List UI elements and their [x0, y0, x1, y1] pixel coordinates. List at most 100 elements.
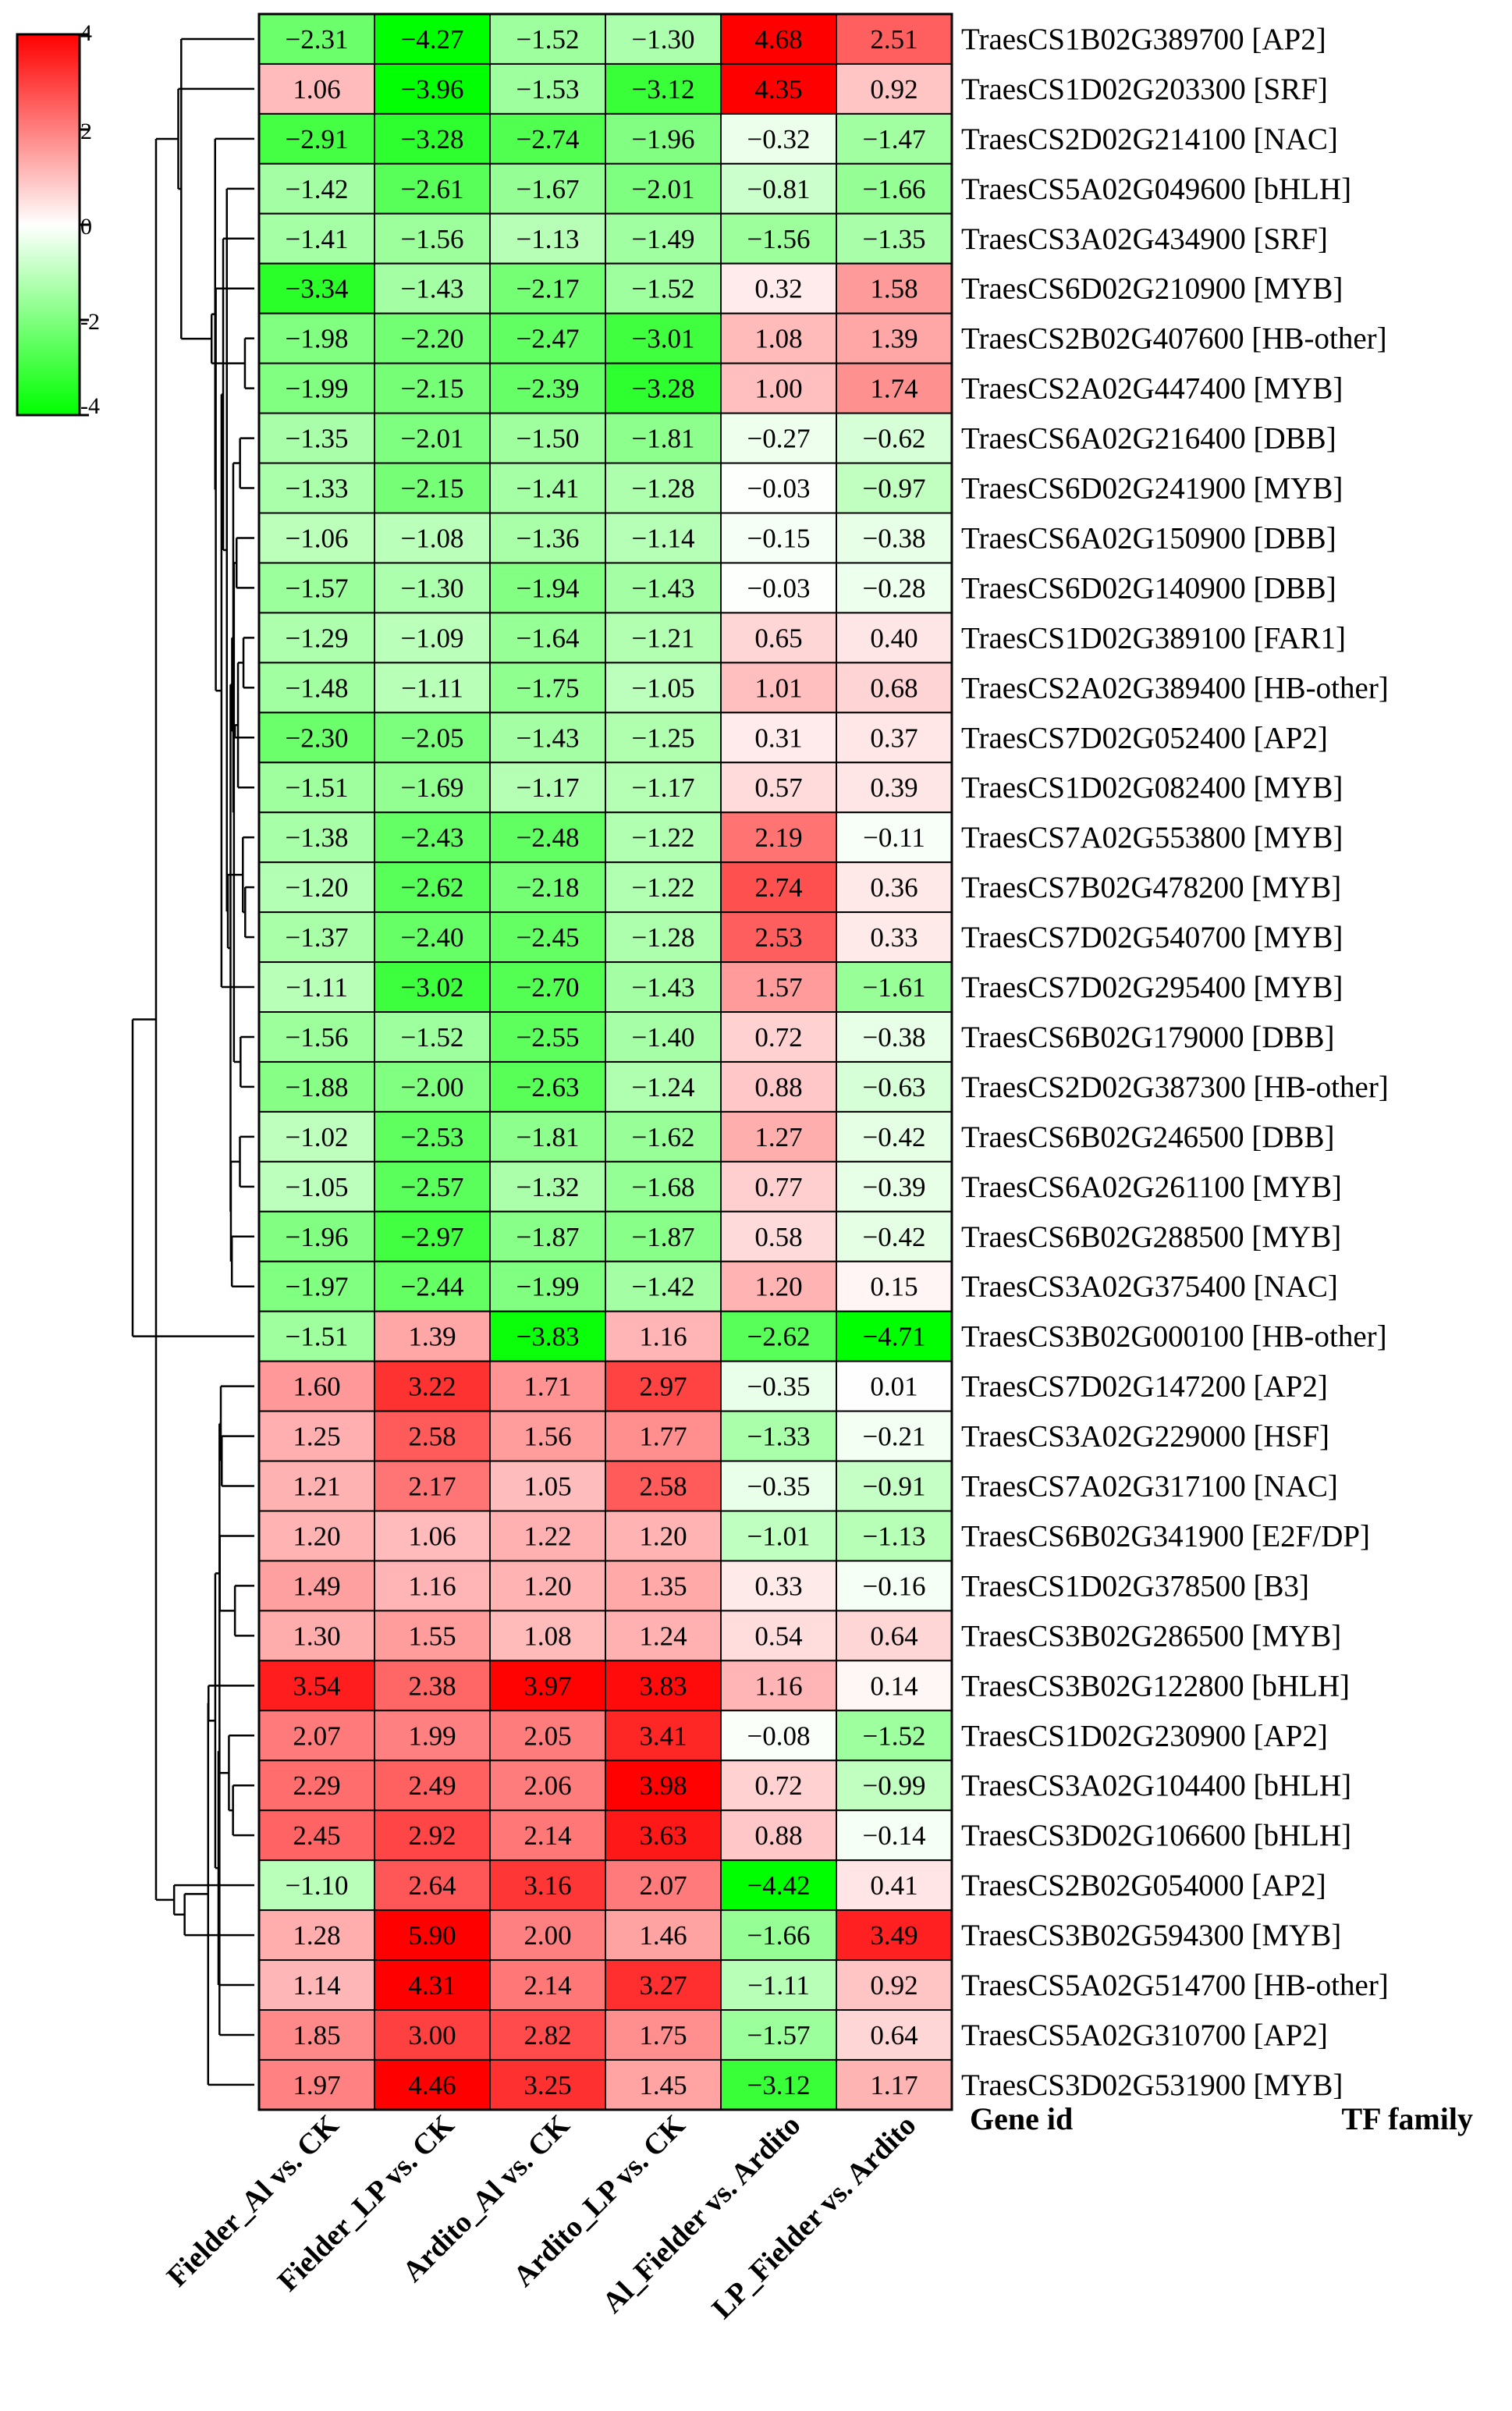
heatmap-cell — [720, 1610, 837, 1662]
heatmap-cell — [605, 1660, 722, 1712]
cell-value-label: −1.96 — [632, 124, 695, 154]
cell-value-label: 1.00 — [754, 374, 802, 404]
heatmap-cell — [489, 1060, 606, 1113]
cell-value-label: −3.28 — [401, 124, 464, 154]
cell-value-label: 3.16 — [524, 1870, 571, 1901]
cell-value-label: −1.99 — [286, 374, 349, 404]
row-label: TraesCS7D02G540700 [MYB] — [961, 921, 1343, 954]
cell-value-label: −2.44 — [401, 1272, 464, 1302]
cell-value-label: −2.53 — [401, 1122, 464, 1152]
cell-value-label: −0.35 — [747, 1372, 811, 1402]
cell-value-label: −1.10 — [286, 1870, 349, 1901]
row-label: TraesCS2B02G407600 [HB-other] — [961, 322, 1387, 356]
heatmap-border — [257, 12, 953, 2111]
cell-value-label: 2.14 — [524, 1820, 571, 1851]
cell-value-label: −1.13 — [516, 224, 580, 254]
heatmap-cell — [605, 1759, 722, 1812]
heatmap-cell — [374, 362, 491, 414]
cell-value-label: −1.48 — [286, 673, 349, 703]
cell-value-label: −0.62 — [863, 424, 926, 454]
cell-value-label: 1.17 — [870, 2070, 917, 2100]
cell-value-label: −1.50 — [516, 424, 580, 454]
heatmap-cell — [605, 2058, 722, 2111]
heatmap-cell — [374, 1859, 491, 1912]
heatmap-cell — [836, 1909, 953, 1962]
cell-value-label: −1.94 — [516, 573, 580, 603]
cell-value-label: −1.52 — [632, 274, 695, 304]
heatmap-cell — [605, 162, 722, 215]
cell-value-label: 0.33 — [754, 1571, 802, 1601]
cell-value-label: −0.42 — [863, 1222, 926, 1252]
heatmap-cell — [258, 2058, 375, 2111]
cell-value-label: 3.00 — [408, 2020, 456, 2051]
heatmap-cell — [258, 1060, 375, 1113]
heatmap-cell — [720, 262, 837, 314]
cell-value-label: 0.92 — [870, 74, 917, 105]
heatmap-cell — [720, 112, 837, 165]
cell-value-label: −1.09 — [401, 623, 464, 653]
heatmap-cell — [605, 212, 722, 265]
cell-value-label: 1.06 — [408, 1521, 456, 1551]
colorbar-tick-label: -4 — [80, 393, 100, 419]
cell-value-label: −0.97 — [863, 474, 926, 504]
cell-value-label: −1.43 — [632, 573, 695, 603]
heatmap-cell — [720, 412, 837, 464]
cell-value-label: 0.39 — [870, 772, 917, 803]
heatmap-cell — [489, 1809, 606, 1862]
heatmap-cell — [489, 1560, 606, 1612]
heatmap-cell — [836, 1360, 953, 1412]
cell-value-label: 2.74 — [754, 872, 802, 903]
heatmap-cell — [374, 811, 491, 864]
cell-value-label: −2.47 — [516, 324, 580, 354]
heatmap-cell — [720, 1560, 837, 1612]
cell-value-label: −1.02 — [286, 1122, 349, 1152]
cell-value-label: 2.29 — [293, 1770, 340, 1801]
heatmap-cell — [489, 1759, 606, 1812]
cell-value-label: −1.14 — [632, 523, 695, 553]
heatmap-cell — [258, 512, 375, 564]
row-label: TraesCS6B02G341900 [E2F/DP] — [961, 1519, 1370, 1553]
heatmap-cell — [258, 762, 375, 814]
heatmap-cell — [489, 1160, 606, 1213]
heatmap-cell — [720, 1060, 837, 1113]
row-label: TraesCS6D02G210900 [MYB] — [961, 272, 1343, 306]
cell-value-label: −1.52 — [401, 1022, 464, 1053]
cell-value-label: 3.22 — [408, 1372, 456, 1402]
row-label: TraesCS5A02G514700 [HB-other] — [961, 1969, 1389, 2002]
row-label: TraesCS6A02G261100 [MYB] — [961, 1170, 1342, 1204]
heatmap-cell — [374, 1110, 491, 1163]
heatmap-cells: −2.31 −4.27 −1.52 −1.30 4.68 2.51 1.06 −3.96 −1.… — [257, 12, 953, 2111]
cell-value-label: 1.16 — [639, 1322, 687, 1352]
heatmap-cell — [258, 262, 375, 314]
heatmap-cell — [605, 1410, 722, 1462]
cell-value-label: 1.20 — [639, 1521, 687, 1551]
cell-value-label: 0.33 — [870, 922, 917, 953]
cell-value-label: −1.41 — [286, 224, 349, 254]
cell-value-label: −1.11 — [747, 1970, 810, 2001]
row-label: TraesCS2A02G389400 [HB-other] — [961, 671, 1389, 705]
heatmap-cell — [836, 1160, 953, 1213]
heatmap-cell — [720, 911, 837, 964]
heatmap-cell — [374, 162, 491, 215]
heatmap-cell — [605, 312, 722, 364]
heatmap-cell — [720, 1310, 837, 1362]
cell-value-label: −3.96 — [401, 74, 464, 105]
row-label: TraesCS6A02G216400 [DBB] — [961, 422, 1336, 456]
cell-value-label: 0.64 — [870, 1621, 917, 1651]
cell-value-label: 1.28 — [293, 1920, 340, 1951]
row-label: TraesCS3D02G531900 [MYB] — [961, 2068, 1343, 2102]
cell-value-label: −1.24 — [632, 1072, 695, 1103]
row-label: TraesCS1D02G378500 [B3] — [961, 1569, 1309, 1603]
cell-value-label: 2.45 — [293, 1820, 340, 1851]
heatmap-cell — [605, 1809, 722, 1862]
cell-value-label: −2.57 — [401, 1172, 464, 1202]
heatmap-cell — [836, 1560, 953, 1612]
cell-value-label: −1.05 — [632, 673, 695, 703]
row-label: TraesCS6B02G288500 [MYB] — [961, 1220, 1341, 1254]
cell-value-label: 4.31 — [408, 1970, 456, 2001]
heatmap-cell — [258, 1809, 375, 1862]
cell-value-label: −1.35 — [863, 224, 926, 254]
cell-value-label: 1.55 — [408, 1621, 456, 1651]
cell-value-label: 2.64 — [408, 1870, 456, 1901]
